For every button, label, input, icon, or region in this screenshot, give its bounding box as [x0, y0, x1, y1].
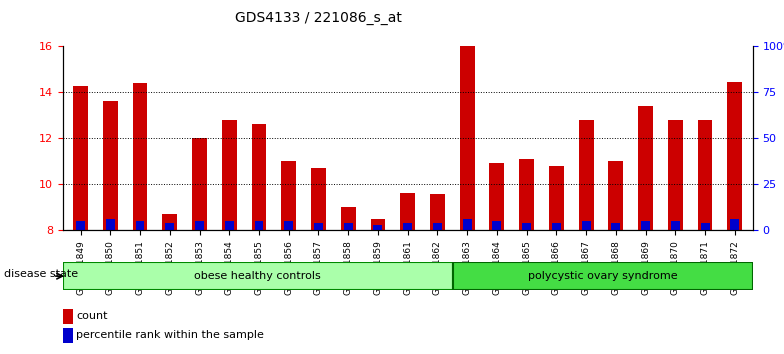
Bar [192, 138, 207, 230]
Bar [314, 223, 323, 230]
Bar [73, 86, 88, 230]
Bar [343, 223, 353, 230]
Bar [668, 120, 683, 230]
Bar [641, 221, 650, 230]
Text: percentile rank within the sample: percentile rank within the sample [76, 330, 264, 341]
Bar [459, 46, 474, 230]
Text: count: count [76, 311, 108, 321]
Text: polycystic ovary syndrome: polycystic ovary syndrome [528, 271, 677, 281]
Bar [608, 161, 623, 230]
Text: GDS4133 / 221086_s_at: GDS4133 / 221086_s_at [235, 11, 402, 25]
Bar [255, 221, 263, 230]
Bar [165, 223, 174, 230]
Bar [698, 120, 713, 230]
Bar [136, 221, 144, 230]
Bar [373, 224, 383, 230]
Bar [701, 223, 710, 230]
Bar [252, 124, 267, 230]
Bar [76, 221, 85, 230]
Bar [63, 328, 72, 343]
Text: obese healthy controls: obese healthy controls [194, 271, 321, 281]
Bar [103, 101, 118, 230]
Bar [311, 168, 326, 230]
FancyBboxPatch shape [63, 262, 452, 290]
Text: disease state: disease state [4, 269, 78, 279]
Bar [552, 223, 561, 230]
Bar [106, 219, 114, 230]
Bar [638, 106, 653, 230]
FancyBboxPatch shape [452, 262, 753, 290]
Bar [222, 120, 237, 230]
Bar [341, 207, 356, 230]
Bar [612, 223, 620, 230]
Bar [731, 219, 739, 230]
Bar [403, 223, 412, 230]
Bar [492, 221, 501, 230]
Bar [671, 221, 680, 230]
Bar [519, 159, 534, 230]
Bar [728, 82, 742, 230]
Bar [579, 120, 593, 230]
Bar [195, 221, 204, 230]
Bar [225, 221, 234, 230]
Bar [162, 214, 177, 230]
Bar [281, 161, 296, 230]
Bar [132, 83, 147, 230]
Bar [522, 223, 531, 230]
Bar [63, 309, 72, 324]
Bar [463, 219, 472, 230]
Bar [430, 194, 445, 230]
Bar [549, 166, 564, 230]
Bar [433, 223, 442, 230]
Bar [582, 221, 590, 230]
Bar [489, 163, 504, 230]
Bar [285, 221, 293, 230]
Bar [401, 193, 415, 230]
Bar [371, 218, 386, 230]
